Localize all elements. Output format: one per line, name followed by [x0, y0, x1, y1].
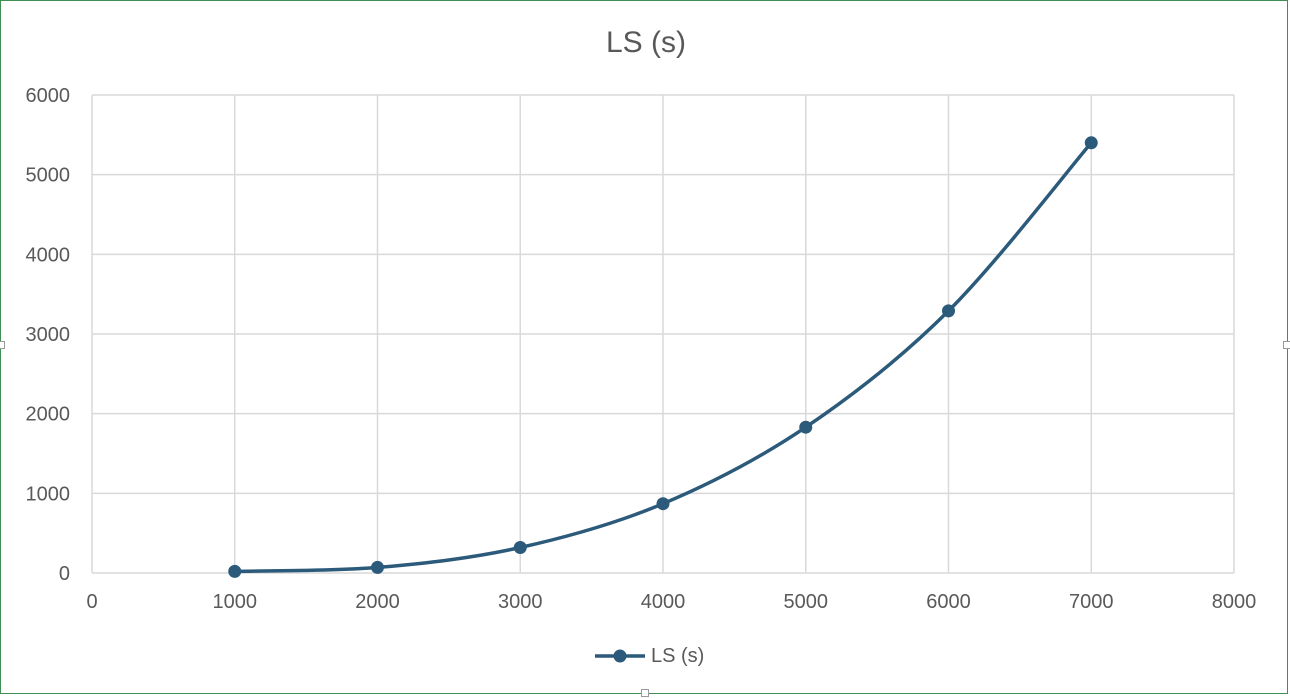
- y-tick-label: 2000: [26, 404, 71, 426]
- legend-marker: [613, 649, 627, 663]
- data-point[interactable]: [371, 560, 384, 574]
- y-tick-label: 4000: [26, 244, 71, 266]
- x-tick-label: 6000: [926, 591, 971, 613]
- y-tick-label: 5000: [26, 165, 71, 187]
- legend-label: LS (s): [651, 645, 704, 667]
- x-tick-label: 2000: [355, 591, 400, 613]
- data-point[interactable]: [228, 564, 242, 578]
- y-tick-label: 1000: [26, 483, 71, 505]
- y-tick-label: 0: [59, 563, 70, 585]
- chart-title: LS (s): [606, 26, 686, 59]
- data-point[interactable]: [513, 541, 527, 555]
- data-point[interactable]: [799, 420, 813, 434]
- resize-handle-left[interactable]: [0, 341, 5, 349]
- x-tick-label: 8000: [1212, 591, 1257, 613]
- legend: LS (s): [595, 645, 704, 667]
- x-tick-label: 0: [86, 591, 97, 613]
- gridlines: [91, 94, 1235, 574]
- y-tick-label: 6000: [26, 85, 71, 107]
- x-tick-label: 4000: [641, 591, 686, 613]
- x-tick-label: 5000: [784, 591, 829, 613]
- x-tick-label: 7000: [1069, 591, 1114, 613]
- axis-tick-labels: 0 1000 2000 3000 4000 5000 6000 0 1000 2000 3000 40…: [26, 85, 1257, 613]
- data-point[interactable]: [1084, 136, 1098, 150]
- series-layer: [228, 136, 1098, 578]
- data-point[interactable]: [942, 304, 955, 318]
- x-tick-label: 1000: [213, 591, 258, 613]
- x-tick-label: 3000: [498, 591, 543, 613]
- y-tick-label: 3000: [26, 324, 71, 346]
- data-point[interactable]: [656, 497, 670, 511]
- resize-handle-right[interactable]: [1283, 341, 1290, 349]
- resize-handle-bottom[interactable]: [641, 689, 649, 697]
